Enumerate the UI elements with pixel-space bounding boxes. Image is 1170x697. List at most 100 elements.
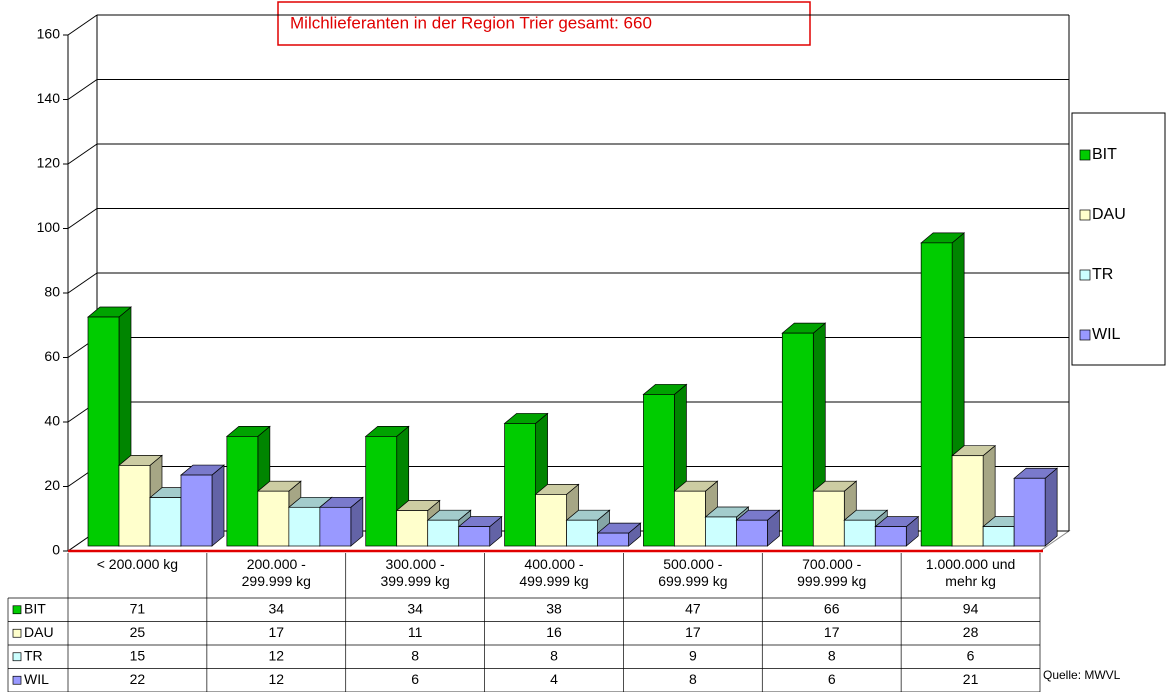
table-value: 17 — [824, 624, 840, 640]
table-value: 25 — [130, 624, 146, 640]
legend-key — [1079, 329, 1091, 341]
bar-front — [843, 519, 876, 547]
table-value: 34 — [407, 600, 423, 616]
chart-title: Milchlieferanten in der Region Trier ges… — [290, 13, 652, 32]
table-value: 16 — [546, 624, 562, 640]
legend-key — [12, 605, 22, 615]
bar — [318, 496, 364, 547]
bar-front — [504, 423, 536, 547]
y-tick-label: 80 — [44, 284, 60, 300]
table-series-name: BIT — [24, 600, 46, 616]
table-series-name: WIL — [24, 671, 49, 687]
bar-front — [427, 519, 460, 547]
y-tick-label: 0 — [52, 542, 60, 558]
table-value: 4 — [550, 671, 558, 687]
title-box — [277, 1, 811, 46]
bar — [781, 322, 827, 547]
table-value: 94 — [963, 600, 979, 616]
bar-front — [982, 526, 1015, 547]
y-tick-label: 100 — [37, 219, 61, 235]
y-tick-label: 40 — [44, 413, 60, 429]
bar-side — [1044, 467, 1058, 547]
table-value: 15 — [130, 647, 146, 663]
bar — [704, 506, 750, 547]
bar-side — [211, 464, 225, 547]
bar — [180, 464, 225, 547]
y-tick-label: 60 — [44, 348, 60, 364]
x-tick-label: 500.000 -699.999 kg — [658, 556, 727, 589]
bar — [395, 499, 441, 547]
table-value: 47 — [685, 600, 701, 616]
x-tick-label: 700.000 -999.999 kg — [797, 556, 866, 589]
bar-front — [643, 394, 675, 547]
table-value: 6 — [967, 647, 975, 663]
bar-front — [674, 490, 706, 547]
table-value: 71 — [130, 600, 146, 616]
y-tick-label: 160 — [37, 26, 61, 42]
table-value: 8 — [828, 647, 836, 663]
table-value: 21 — [963, 671, 979, 687]
bar-front — [396, 510, 429, 547]
table-value: 9 — [689, 647, 697, 663]
bar-front — [1013, 477, 1046, 547]
table-value: 12 — [268, 671, 284, 687]
table-value: 8 — [689, 671, 697, 687]
legend-label: BIT — [1092, 146, 1117, 163]
x-tick-label: < 200.000 kg — [97, 556, 178, 572]
x-tick-label: 1.000.000 und mehr kg — [926, 556, 1016, 589]
bar-front — [257, 490, 290, 547]
legend-key — [1079, 149, 1091, 161]
bar-front — [87, 316, 120, 547]
bar-front — [597, 532, 629, 547]
table-value: 11 — [408, 624, 423, 640]
x-tick-label: 400.000 -499.999 kg — [519, 556, 588, 589]
table-value: 38 — [546, 600, 562, 616]
bar-front — [781, 332, 814, 547]
bar-front — [149, 497, 182, 547]
bar-front — [319, 506, 352, 547]
legend-label: WIL — [1092, 326, 1121, 343]
bar-front — [951, 455, 984, 547]
table-series-name: TR — [24, 647, 43, 663]
table-value: 12 — [268, 647, 284, 663]
bar — [951, 444, 997, 547]
table-value: 6 — [411, 671, 419, 687]
legend-label: DAU — [1092, 206, 1126, 223]
bar-front — [458, 526, 491, 547]
bar — [735, 509, 781, 547]
grid-line — [67, 14, 98, 36]
table-value: 8 — [550, 647, 558, 663]
bar-front — [180, 474, 213, 547]
bar — [596, 522, 642, 547]
bar-front — [812, 490, 845, 547]
x-tick-label: 300.000 -399.999 kg — [380, 556, 449, 589]
bar-front — [566, 519, 598, 547]
grid-line — [67, 208, 98, 229]
legend-key — [1079, 209, 1091, 221]
source: Quelle: MWVL — [1043, 668, 1121, 682]
bar-front — [920, 242, 953, 547]
bar-front — [288, 506, 321, 547]
bar-front — [874, 526, 907, 547]
bar-front — [118, 465, 151, 547]
legend-label: TR — [1092, 266, 1113, 283]
table-value: 22 — [130, 671, 146, 687]
bar-front — [535, 494, 567, 547]
legend-key — [12, 652, 22, 662]
table-value: 28 — [963, 624, 979, 640]
bar — [874, 515, 920, 547]
bar-front — [226, 436, 259, 547]
table-value: 34 — [268, 600, 284, 616]
bar — [457, 515, 503, 547]
table-value: 17 — [268, 624, 284, 640]
legend-key — [12, 628, 22, 638]
y-tick-label: 140 — [37, 90, 61, 106]
bar-front — [365, 436, 398, 547]
table-value: 8 — [411, 647, 419, 663]
bar — [1013, 467, 1059, 547]
grid-line — [67, 143, 98, 165]
bar-front — [736, 519, 768, 547]
table-value: 17 — [685, 624, 701, 640]
table-value: 6 — [828, 671, 836, 687]
